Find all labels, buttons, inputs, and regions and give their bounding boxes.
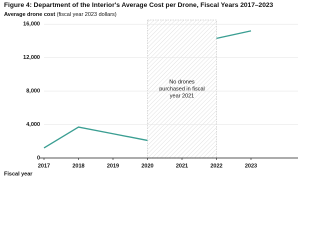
chart: Figure 4: Department of the Interior's A… — [4, 2, 298, 177]
annotation: year 2021 — [170, 93, 194, 99]
x-tick-label: 2017 — [38, 163, 50, 169]
x-tick-label: 2021 — [176, 163, 188, 169]
y-axis-label: Average drone cost (fiscal year 2023 dol… — [4, 12, 117, 18]
x-tick-label: 2023 — [245, 163, 257, 169]
chart-title: Figure 4: Department of the Interior's A… — [4, 2, 274, 9]
x-tick-label: 2022 — [210, 163, 222, 169]
y-tick-label: 4,000 — [26, 122, 40, 128]
y-label-main: Average drone cost — [4, 12, 55, 18]
x-tick-label: 2020 — [141, 163, 153, 169]
x-tick-label: 2019 — [107, 163, 119, 169]
x-tick-label: 2018 — [72, 163, 84, 169]
annotation: No drones — [169, 79, 195, 85]
y-tick-label: 0 — [37, 155, 40, 161]
y-tick-label: 16,000 — [23, 22, 40, 28]
data-line — [43, 30, 252, 149]
y-tick-label: 8,000 — [26, 89, 40, 95]
x-axis-label: Fiscal year — [4, 171, 33, 177]
y-tick-label: 12,000 — [23, 55, 40, 61]
y-label-note: (fiscal year 2023 dollars) — [57, 12, 117, 18]
annotation: purchased in fiscal — [159, 86, 205, 92]
no-data-region — [147, 19, 217, 159]
